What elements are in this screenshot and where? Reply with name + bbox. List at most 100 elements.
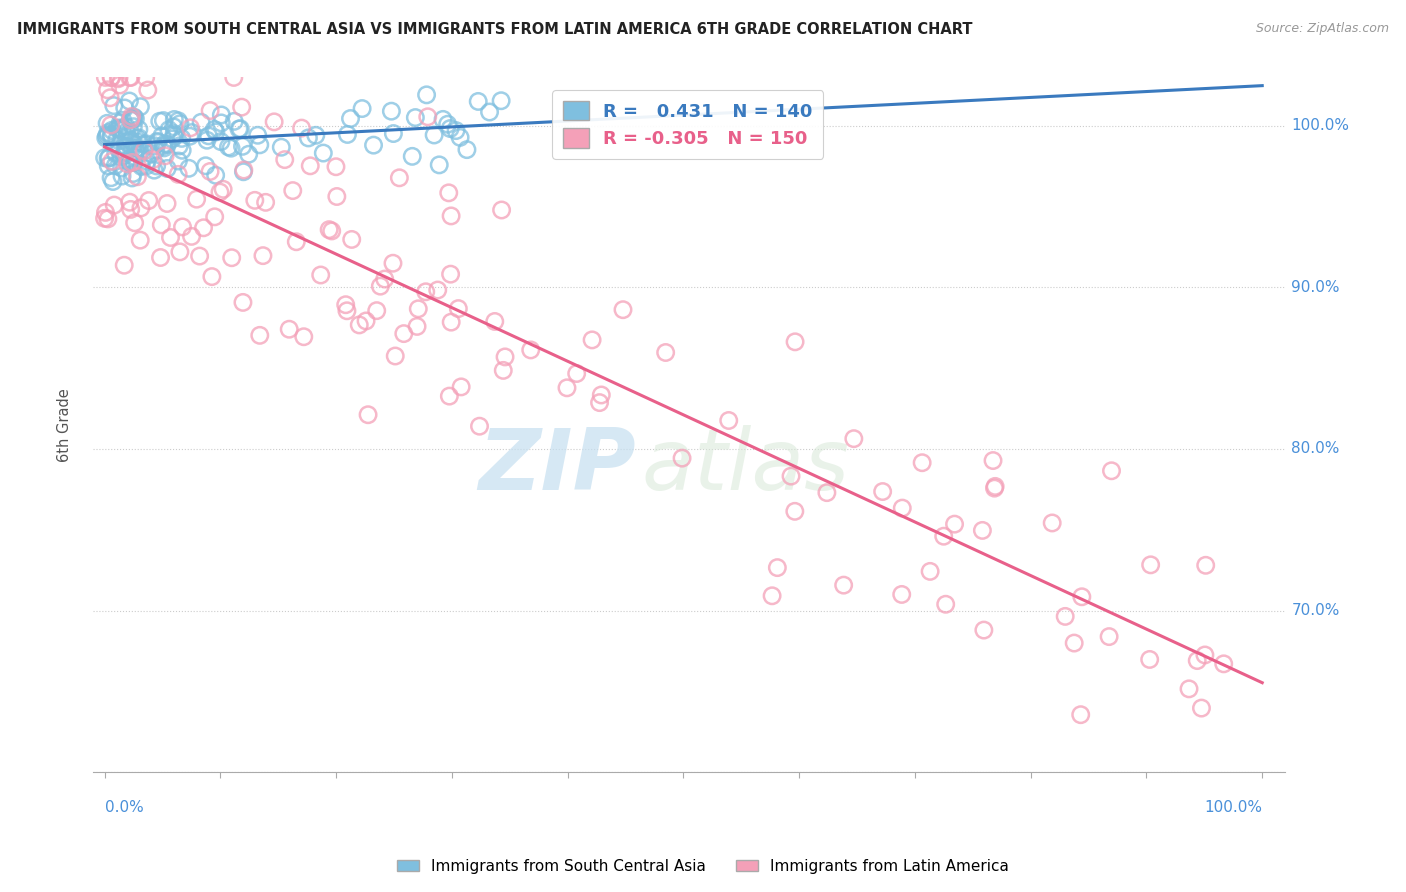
Point xyxy=(1098,630,1121,644)
Point xyxy=(292,330,315,344)
Point xyxy=(489,94,512,108)
Point xyxy=(117,157,139,171)
Point xyxy=(494,350,516,364)
Point xyxy=(761,589,783,603)
Text: ZIP: ZIP xyxy=(478,425,636,508)
Point xyxy=(440,209,463,223)
Point xyxy=(238,147,260,161)
Point xyxy=(98,91,121,105)
Point xyxy=(555,381,578,395)
Point xyxy=(118,195,141,210)
Point xyxy=(491,202,513,217)
Point xyxy=(478,105,501,120)
Point xyxy=(125,144,148,158)
Point xyxy=(156,161,179,176)
Point xyxy=(204,168,226,182)
Point xyxy=(565,367,588,381)
Point xyxy=(108,70,131,85)
Point xyxy=(232,295,254,310)
Point xyxy=(671,451,693,466)
Point xyxy=(492,363,515,377)
Point xyxy=(1187,654,1209,668)
Point xyxy=(136,83,159,97)
Point xyxy=(243,194,266,208)
Point xyxy=(363,138,385,153)
Text: 90.0%: 90.0% xyxy=(1291,280,1340,295)
Point xyxy=(94,205,117,219)
Point xyxy=(484,314,506,328)
Point xyxy=(97,211,120,226)
Point xyxy=(290,121,312,136)
Point xyxy=(349,318,371,332)
Point xyxy=(449,130,471,145)
Point xyxy=(336,303,359,318)
Point xyxy=(135,159,157,173)
Point xyxy=(439,121,461,136)
Point xyxy=(134,144,156,158)
Point xyxy=(172,143,194,157)
Point xyxy=(335,298,357,312)
Point xyxy=(943,517,966,532)
Point xyxy=(167,139,190,153)
Point xyxy=(209,135,232,149)
Point xyxy=(231,139,253,153)
Point xyxy=(972,524,994,538)
Point xyxy=(1101,464,1123,478)
Point xyxy=(125,141,148,155)
Point xyxy=(312,146,335,161)
Point xyxy=(98,151,121,165)
Point xyxy=(426,283,449,297)
Point xyxy=(150,128,173,143)
Point xyxy=(120,134,142,148)
Point xyxy=(274,153,297,167)
Point xyxy=(135,70,157,85)
Point xyxy=(842,432,865,446)
Point xyxy=(1194,648,1216,662)
Point xyxy=(162,120,184,134)
Point xyxy=(415,87,437,102)
Point xyxy=(981,453,1004,467)
Point xyxy=(156,137,179,152)
Point xyxy=(432,112,454,127)
Point xyxy=(408,301,430,316)
Point xyxy=(1040,516,1063,530)
Point xyxy=(197,128,219,143)
Point xyxy=(146,134,169,148)
Point xyxy=(872,484,894,499)
Point xyxy=(326,189,349,203)
Point xyxy=(357,408,380,422)
Point xyxy=(519,343,541,357)
Point xyxy=(198,164,221,178)
Point xyxy=(169,244,191,259)
Point xyxy=(128,130,150,145)
Point xyxy=(167,113,190,128)
Point xyxy=(285,235,308,249)
Point xyxy=(120,112,142,127)
Point xyxy=(325,160,347,174)
Point xyxy=(100,118,122,132)
Point xyxy=(783,504,806,518)
Point xyxy=(127,169,149,184)
Point xyxy=(983,481,1005,495)
Point xyxy=(437,186,460,200)
Point xyxy=(198,103,221,118)
Point xyxy=(246,128,269,143)
Point xyxy=(209,116,232,130)
Point xyxy=(1139,558,1161,572)
Point xyxy=(179,129,201,144)
Point xyxy=(108,120,131,135)
Point xyxy=(194,159,217,173)
Point xyxy=(1195,558,1218,573)
Point xyxy=(581,333,603,347)
Point xyxy=(366,303,388,318)
Point xyxy=(101,174,124,188)
Point xyxy=(984,479,1007,493)
Point xyxy=(145,143,167,157)
Point xyxy=(222,70,245,85)
Point xyxy=(1139,652,1161,666)
Y-axis label: 6th Grade: 6th Grade xyxy=(58,388,72,462)
Point xyxy=(920,565,942,579)
Point xyxy=(108,78,131,92)
Point xyxy=(122,120,145,134)
Point xyxy=(118,154,141,169)
